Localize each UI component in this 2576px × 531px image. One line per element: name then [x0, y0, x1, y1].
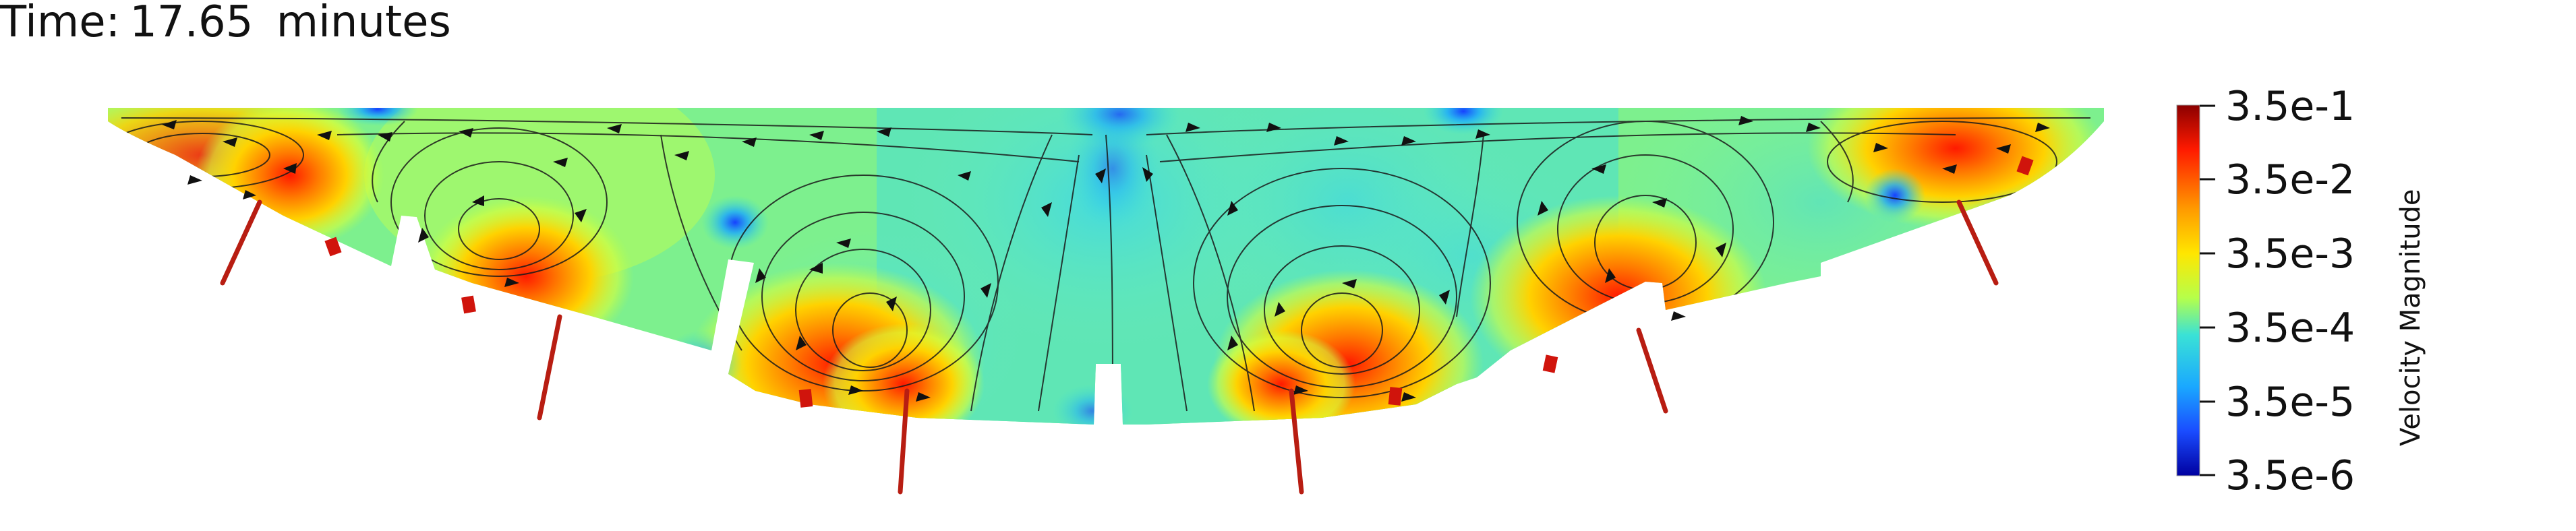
colorbar-tick-label-2: 3.5e-3	[2225, 230, 2355, 278]
time-prefix: Time:	[0, 0, 121, 47]
streamline-arrows	[162, 116, 2050, 402]
colorbar-tick-label-3: 3.5e-4	[2225, 305, 2355, 352]
time-unit: minutes	[276, 0, 451, 47]
colorbar-tick-label-4: 3.5e-5	[2225, 379, 2355, 426]
inlet-pipes	[220, 199, 1999, 495]
colorbar-title: Velocity Magnitude	[2395, 189, 2426, 446]
colorbar-ticks	[2200, 104, 2215, 476]
inlet-nozzles	[324, 156, 2034, 408]
colorbar-tick-label-1: 3.5e-2	[2225, 156, 2355, 204]
colorbar-gradient	[2176, 104, 2200, 476]
time-value: 17.65	[129, 0, 254, 47]
colorbar-tick-label-5: 3.5e-6	[2225, 452, 2355, 499]
colorbar: 3.5e-1 3.5e-2 3.5e-3 3.5e-4 3.5e-5 3.5e-…	[2176, 83, 2426, 499]
colorbar-tick-label-0: 3.5e-1	[2225, 83, 2355, 130]
domain-field	[108, 108, 2104, 425]
time-label: Time: 17.65 minutes	[0, 0, 461, 47]
